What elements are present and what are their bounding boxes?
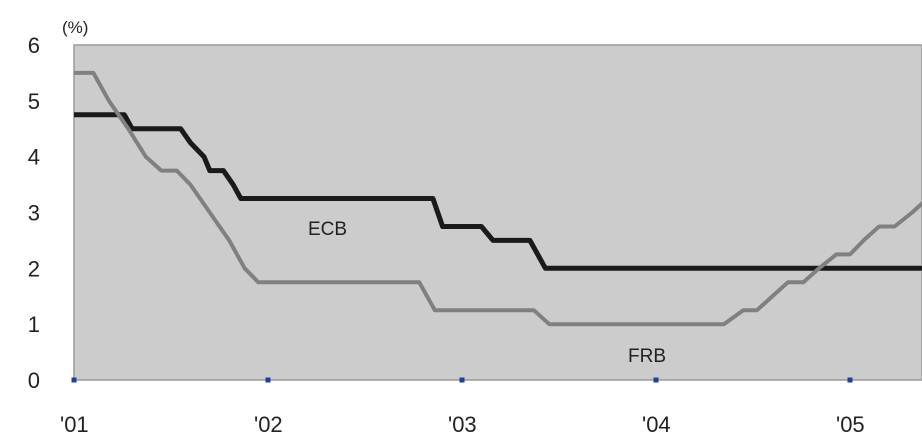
y-unit-label: (%)	[62, 18, 88, 37]
y-tick-label: 4	[28, 145, 40, 170]
series-label-frb: FRB	[628, 346, 666, 367]
x-tick-label: '05	[836, 412, 865, 437]
y-tick-label: 3	[28, 201, 40, 226]
series-layer	[74, 70, 922, 327]
y-tick-label: 5	[28, 89, 40, 114]
x-tick-marker	[653, 377, 659, 383]
x-tick-marker	[459, 377, 465, 383]
x-tick-label: '01	[60, 412, 89, 437]
x-tick-marker	[71, 377, 77, 383]
series-line-frb	[74, 70, 922, 327]
x-tick-markers	[71, 377, 853, 383]
y-tick-label: 1	[28, 312, 40, 337]
series-line-ecb	[74, 112, 922, 271]
x-tick-label: '04	[642, 412, 671, 437]
y-axis-labels: 0 1 2 3 4 5 6	[28, 33, 40, 393]
x-tick-marker	[265, 377, 271, 383]
y-tick-label: 0	[28, 368, 40, 393]
plot-area	[73, 44, 922, 381]
x-tick-marker	[847, 377, 853, 383]
series-label-ecb: ECB	[308, 219, 347, 240]
x-tick-label: '02	[254, 412, 283, 437]
x-axis-labels: '01 '02 '03 '04 '05	[60, 412, 865, 437]
y-tick-label: 6	[28, 33, 40, 58]
y-tick-label: 2	[28, 256, 40, 281]
x-tick-label: '03	[448, 412, 477, 437]
